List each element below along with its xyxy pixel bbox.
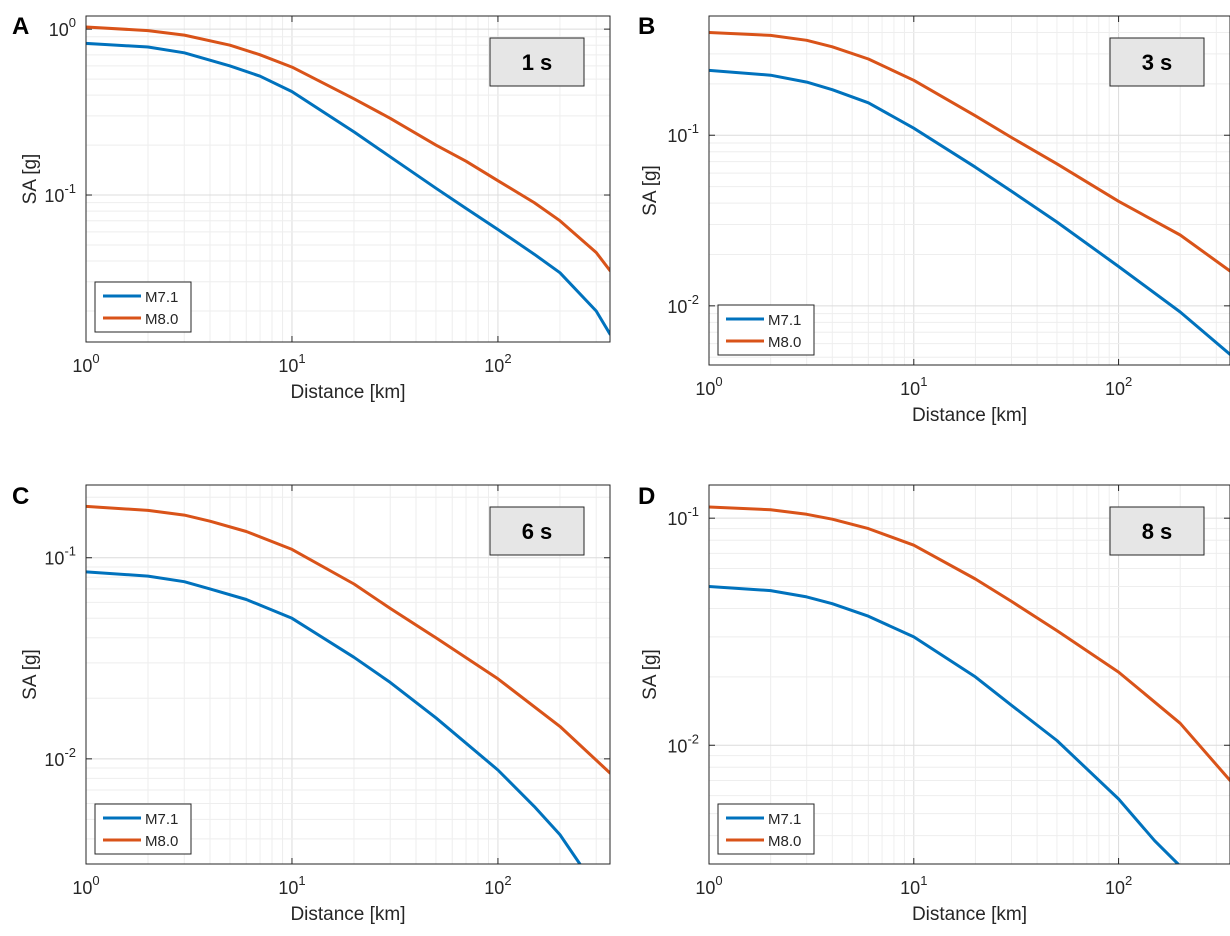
x-tick-label: 100 bbox=[72, 873, 99, 898]
y-tick-exponent: -2 bbox=[64, 745, 76, 760]
legend: M7.1 M8.0 bbox=[718, 804, 814, 854]
y-tick-exponent: -1 bbox=[64, 181, 76, 196]
x-tick-base: 10 bbox=[484, 878, 504, 898]
y-axis-label: SA [g] bbox=[20, 649, 41, 700]
x-tick-label: 100 bbox=[695, 374, 722, 399]
x-tick-base: 10 bbox=[1105, 379, 1125, 399]
x-tick-label: 101 bbox=[278, 351, 305, 376]
chart-panel-d: 100 101 10210-210-1Distance [km]SA [g]D8 s… bbox=[638, 483, 1230, 925]
x-axis-label: Distance [km] bbox=[912, 405, 1027, 426]
x-tick-label: 101 bbox=[278, 873, 305, 898]
x-tick-exponent: 0 bbox=[92, 351, 99, 366]
y-tick-exponent: 0 bbox=[69, 15, 76, 30]
legend-label-m8-0: M8.0 bbox=[768, 334, 801, 351]
period-label: 3 s bbox=[1142, 50, 1173, 75]
x-tick-base: 10 bbox=[278, 356, 298, 376]
x-tick-label: 101 bbox=[900, 374, 927, 399]
x-tick-exponent: 2 bbox=[504, 351, 511, 366]
y-tick-exponent: -1 bbox=[687, 504, 699, 519]
y-tick-label: 10-1 bbox=[44, 544, 76, 569]
x-tick-base: 10 bbox=[278, 878, 298, 898]
x-tick-base: 10 bbox=[72, 356, 92, 376]
y-tick-exponent: -2 bbox=[687, 731, 699, 746]
y-tick-base: 10 bbox=[44, 750, 64, 770]
x-tick-base: 10 bbox=[1105, 878, 1125, 898]
legend: M7.1 M8.0 bbox=[95, 282, 191, 332]
x-tick-label: 100 bbox=[72, 351, 99, 376]
y-axis-label: SA [g] bbox=[20, 154, 41, 205]
x-axis-label: Distance [km] bbox=[912, 904, 1027, 925]
y-tick-label: 10-1 bbox=[667, 121, 699, 146]
y-tick-label: 10-2 bbox=[667, 292, 699, 317]
period-label: 8 s bbox=[1142, 519, 1173, 544]
x-tick-base: 10 bbox=[484, 356, 504, 376]
panel-label: D bbox=[638, 483, 655, 510]
y-tick-base: 10 bbox=[44, 549, 64, 569]
y-tick-label: 10-1 bbox=[44, 181, 76, 206]
period-label: 6 s bbox=[522, 519, 553, 544]
x-tick-label: 101 bbox=[900, 873, 927, 898]
y-tick-base: 10 bbox=[667, 736, 687, 756]
y-tick-base: 10 bbox=[667, 126, 687, 146]
y-tick-base: 10 bbox=[49, 20, 69, 40]
panel-label: B bbox=[638, 13, 655, 40]
y-tick-label: 10-1 bbox=[667, 504, 699, 529]
x-tick-exponent: 0 bbox=[715, 374, 722, 389]
x-tick-label: 102 bbox=[1105, 374, 1132, 399]
x-tick-exponent: 2 bbox=[1125, 374, 1132, 389]
x-tick-exponent: 1 bbox=[298, 873, 305, 888]
panel-label: A bbox=[12, 13, 29, 40]
legend-label-m7-1: M7.1 bbox=[768, 312, 801, 329]
x-tick-label: 102 bbox=[484, 873, 511, 898]
y-tick-base: 10 bbox=[44, 186, 64, 206]
y-tick-base: 10 bbox=[667, 509, 687, 529]
legend-label-m8-0: M8.0 bbox=[768, 833, 801, 850]
y-tick-base: 10 bbox=[667, 297, 687, 317]
x-axis-label: Distance [km] bbox=[290, 904, 405, 925]
x-tick-exponent: 0 bbox=[715, 873, 722, 888]
y-axis-label: SA [g] bbox=[640, 165, 661, 216]
x-tick-exponent: 1 bbox=[920, 873, 927, 888]
x-tick-exponent: 0 bbox=[92, 873, 99, 888]
legend: M7.1 M8.0 bbox=[95, 804, 191, 854]
y-tick-exponent: -1 bbox=[687, 121, 699, 136]
x-tick-label: 100 bbox=[695, 873, 722, 898]
period-label: 1 s bbox=[522, 50, 553, 75]
x-tick-base: 10 bbox=[900, 379, 920, 399]
y-axis-label: SA [g] bbox=[640, 649, 661, 700]
panel-label: C bbox=[12, 483, 29, 510]
legend-label-m7-1: M7.1 bbox=[145, 289, 178, 306]
legend-label-m7-1: M7.1 bbox=[145, 811, 178, 828]
x-tick-base: 10 bbox=[900, 878, 920, 898]
x-tick-exponent: 1 bbox=[920, 374, 927, 389]
x-tick-exponent: 2 bbox=[504, 873, 511, 888]
x-tick-exponent: 2 bbox=[1125, 873, 1132, 888]
legend: M7.1 M8.0 bbox=[718, 305, 814, 355]
x-tick-label: 102 bbox=[1105, 873, 1132, 898]
x-tick-label: 102 bbox=[484, 351, 511, 376]
y-tick-exponent: -2 bbox=[687, 292, 699, 307]
x-axis-label: Distance [km] bbox=[290, 382, 405, 403]
x-tick-base: 10 bbox=[72, 878, 92, 898]
y-tick-label: 100 bbox=[49, 15, 76, 40]
y-tick-exponent: -1 bbox=[64, 544, 76, 559]
legend-label-m8-0: M8.0 bbox=[145, 833, 178, 850]
legend-label-m8-0: M8.0 bbox=[145, 311, 178, 328]
x-tick-base: 10 bbox=[695, 379, 715, 399]
x-tick-exponent: 1 bbox=[298, 351, 305, 366]
x-tick-base: 10 bbox=[695, 878, 715, 898]
legend-label-m7-1: M7.1 bbox=[768, 811, 801, 828]
y-tick-label: 10-2 bbox=[667, 731, 699, 756]
y-tick-label: 10-2 bbox=[44, 745, 76, 770]
